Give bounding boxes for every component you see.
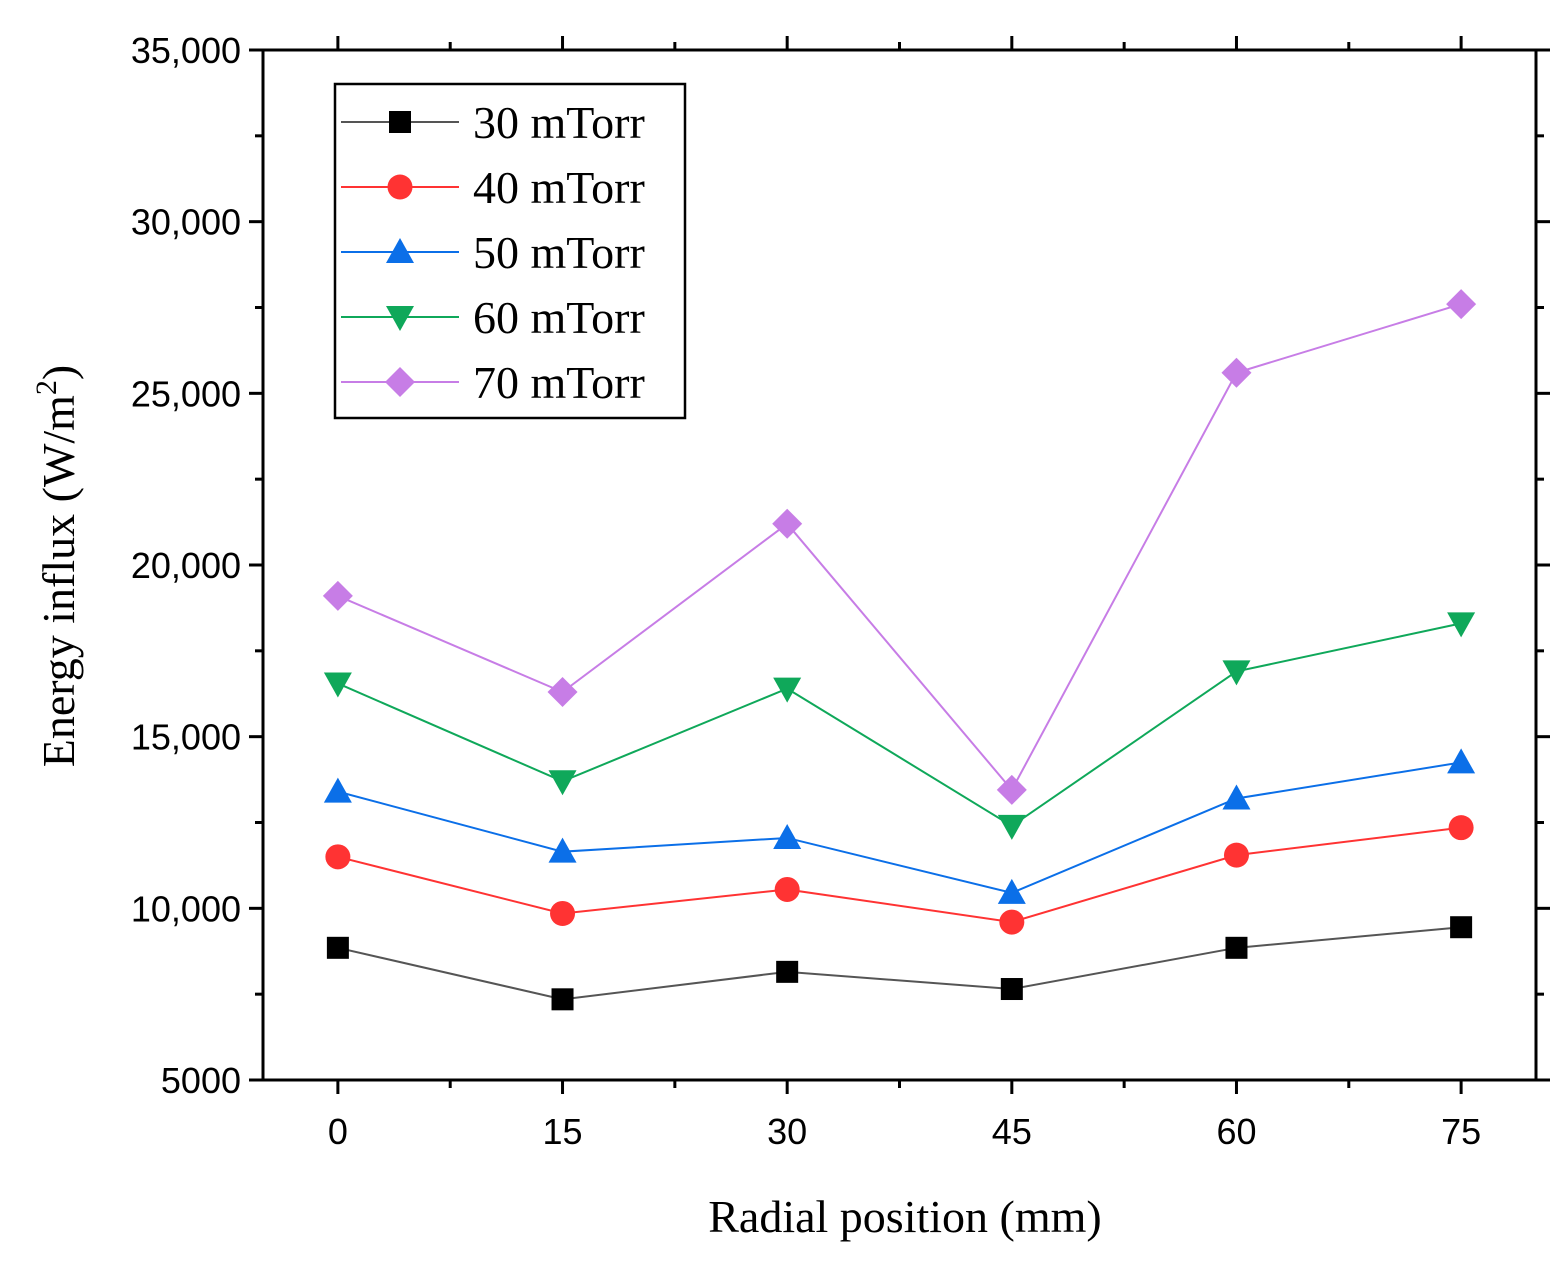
data-point [550, 900, 576, 926]
series-line [337, 826, 1462, 924]
legend-label: 70 mTorr [473, 357, 645, 408]
legend-label: 50 mTorr [473, 227, 645, 278]
legend: 30 mTorr 40 mTorr 50 mTorr 60 mTorr 70 mTorr [333, 82, 687, 420]
legend-label: 40 mTorr [473, 162, 645, 213]
y-tick-label: 20,000 [131, 545, 241, 586]
y-tick-label: 10,000 [131, 888, 241, 929]
y-axis-title-group: Energy influx (W/m2) [30, 365, 84, 768]
y-axis-title-superscript: 2 [30, 380, 63, 395]
data-point [774, 876, 800, 902]
data-point [323, 672, 352, 698]
y-axis-title: Energy influx (W/m2) [30, 365, 84, 768]
series-line [337, 926, 1462, 1001]
y-axis-title-suffix: ) [33, 365, 84, 380]
data-point [1447, 748, 1476, 774]
legend-marker [387, 174, 413, 200]
x-axis-title: Radial position (mm) [708, 1191, 1102, 1242]
data-point [551, 988, 574, 1011]
data-point [999, 909, 1025, 935]
data-point [776, 960, 799, 983]
legend-marker [389, 111, 411, 133]
data-point [1223, 842, 1249, 868]
legend-label: 30 mTorr [473, 97, 645, 148]
data-point [548, 837, 577, 863]
series-line [337, 761, 1462, 894]
data-point [1221, 357, 1252, 388]
data-point [548, 770, 577, 796]
y-tick-label: 35,000 [131, 30, 241, 71]
data-point [1222, 784, 1251, 810]
series-line [337, 622, 1462, 828]
x-tick-label: 15 [543, 1111, 583, 1152]
legend-marker [386, 306, 414, 331]
x-tick-label: 60 [1216, 1111, 1256, 1152]
data-point [1446, 289, 1477, 320]
x-tick-label: 0 [328, 1111, 348, 1152]
data-point [1447, 612, 1476, 638]
legend-item: 30 mTorr [341, 97, 645, 148]
data-point [322, 580, 353, 611]
data-point [323, 777, 352, 803]
series-70-mtorr [322, 289, 1477, 805]
legend-item: 60 mTorr [341, 292, 645, 343]
x-tick-label: 75 [1441, 1111, 1481, 1152]
y-tick-label: 5000 [161, 1060, 241, 1101]
data-point [1448, 815, 1474, 841]
data-point [773, 823, 802, 849]
data-point [547, 677, 578, 708]
data-point [772, 508, 803, 539]
x-tick-label: 30 [767, 1111, 807, 1152]
data-point [1450, 916, 1473, 939]
legend-item: 70 mTorr [341, 357, 645, 408]
legend-label: 60 mTorr [473, 292, 645, 343]
data-point [773, 677, 802, 703]
series-50-mtorr [323, 748, 1476, 904]
axes: 5000 10,000 15,000 20,000 25,000 30,000 35,000… [131, 30, 1550, 1152]
data-point [997, 878, 1026, 904]
data-point [1000, 978, 1023, 1001]
legend-item: 40 mTorr [341, 162, 645, 213]
legend-marker [385, 367, 415, 397]
y-tick-label: 25,000 [131, 373, 241, 414]
series-30-mtorr [326, 916, 1473, 1011]
series-group [322, 289, 1477, 1011]
legend-marker [386, 238, 414, 263]
y-axis-title-main: Energy influx (W/m [33, 395, 84, 767]
data-point [1225, 936, 1248, 959]
series-line [337, 303, 1462, 792]
y-tick-label: 15,000 [131, 717, 241, 758]
y-tick-label: 30,000 [131, 202, 241, 243]
x-tick-label: 45 [992, 1111, 1032, 1152]
legend-item: 50 mTorr [341, 227, 645, 278]
series-40-mtorr [325, 815, 1474, 935]
data-point [997, 814, 1026, 840]
data-point [1222, 660, 1251, 686]
data-point [996, 774, 1027, 805]
data-point [326, 936, 349, 959]
data-point [325, 844, 351, 870]
series-60-mtorr [323, 612, 1476, 840]
